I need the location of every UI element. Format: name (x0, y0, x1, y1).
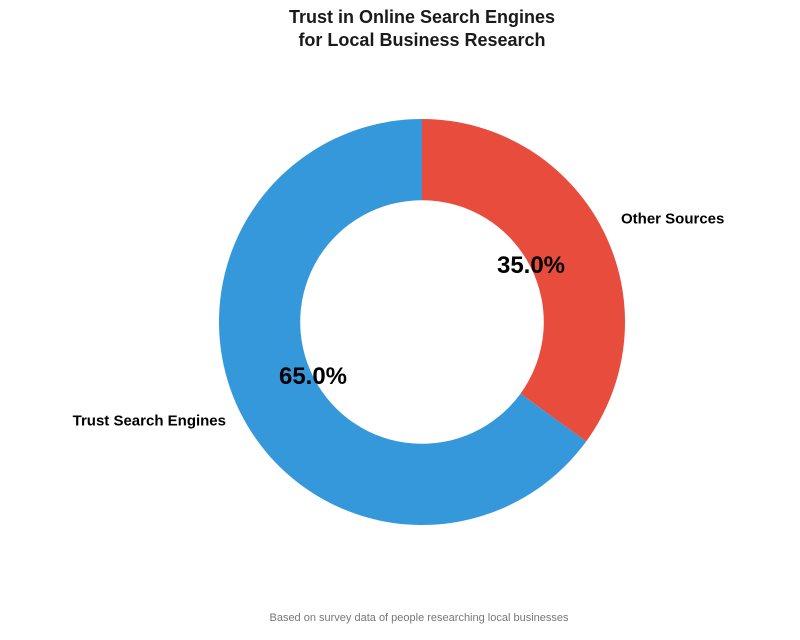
slice-label-other-sources: Other Sources (621, 210, 725, 228)
chart-title: Trust in Online Search Engines for Local… (288, 7, 556, 50)
pct-label-other-sources: 35.0% (496, 252, 566, 279)
pct-label-trust-search-engines: 65.0% (278, 363, 348, 390)
pie-slice-1 (422, 119, 625, 442)
pie-slice-0 (218, 119, 587, 525)
slice-label-trust-search-engines: Trust Search Engines (72, 412, 226, 430)
chart-footnote: Based on survey data of people researchi… (269, 612, 569, 624)
